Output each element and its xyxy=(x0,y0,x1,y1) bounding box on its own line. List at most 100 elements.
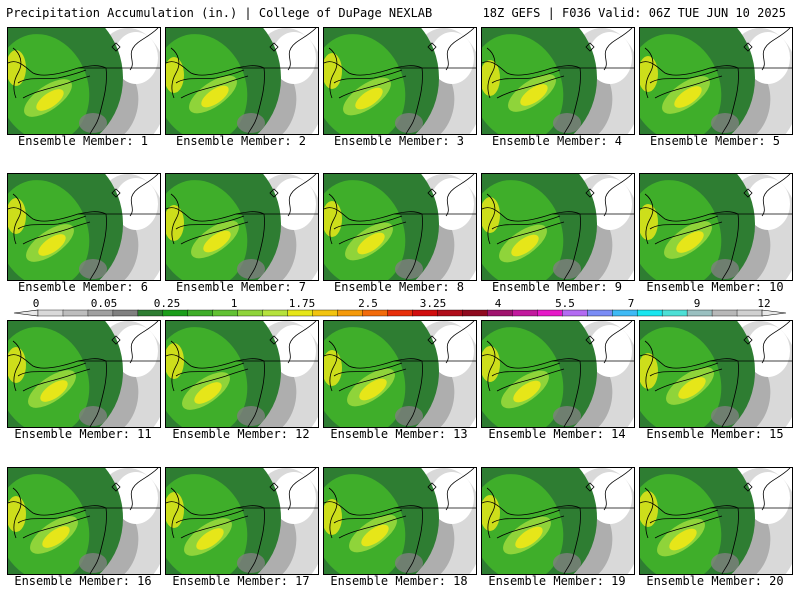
precip-contour xyxy=(678,377,706,399)
boundary-line xyxy=(603,28,633,71)
precip-contour xyxy=(711,406,739,426)
colorbar-tick-label: 7 xyxy=(627,297,635,310)
boundary-line xyxy=(761,321,791,364)
boundary-line xyxy=(405,360,423,427)
precip-contour xyxy=(361,524,389,547)
boundary-line xyxy=(328,487,338,539)
boundary-line xyxy=(324,354,423,369)
boundary-line xyxy=(12,47,22,99)
boundary-line xyxy=(644,487,654,539)
colorbar-swatch xyxy=(37,309,64,317)
colorbar-swatch xyxy=(337,309,364,317)
ensemble-member-map xyxy=(165,467,319,575)
boundary-line xyxy=(482,61,581,76)
colorbar-swatch xyxy=(237,309,264,317)
colorbar-swatch xyxy=(387,309,414,317)
boundary-line xyxy=(22,221,91,245)
boundary-line xyxy=(654,368,723,392)
boundary-line xyxy=(129,28,159,71)
boundary-line xyxy=(721,360,739,427)
boundary-line xyxy=(585,188,595,198)
boundary-line xyxy=(324,61,423,76)
boundary-line xyxy=(563,67,581,134)
precip-contour xyxy=(114,325,158,377)
boundary-line xyxy=(166,207,265,222)
colorbar-swatch xyxy=(412,309,439,317)
precip-contour xyxy=(8,50,26,86)
precip-contour xyxy=(395,553,423,573)
ensemble-member-map xyxy=(165,173,319,281)
model-run-info: 18Z GEFS | F036 Valid: 06Z TUE JUN 10 20… xyxy=(482,6,786,20)
colorbar-swatch xyxy=(262,309,289,317)
ensemble-member-map xyxy=(323,173,477,281)
colorbar-swatch xyxy=(437,309,464,317)
colorbar-swatch xyxy=(62,309,89,317)
precip-contour xyxy=(640,353,658,389)
ensemble-member-label: Ensemble Member: 4 xyxy=(491,134,623,148)
precip-contour xyxy=(395,113,423,133)
colorbar-swatch xyxy=(462,309,489,317)
precip-contour xyxy=(588,178,632,230)
boundary-line xyxy=(8,61,107,76)
boundary-line xyxy=(89,507,107,574)
ensemble-member-label: Ensemble Member: 18 xyxy=(330,574,468,588)
ensemble-member-map xyxy=(323,320,477,428)
boundary-line xyxy=(585,335,595,345)
boundary-line xyxy=(328,47,338,99)
precip-contour xyxy=(36,89,64,111)
boundary-line xyxy=(603,321,633,364)
boundary-line xyxy=(338,221,407,245)
ensemble-member-map xyxy=(481,320,635,428)
precip-contour xyxy=(237,259,265,279)
colorbar-swatch xyxy=(137,309,164,317)
precip-contour xyxy=(324,499,342,535)
precip-contour xyxy=(482,197,500,233)
ensemble-member-label: Ensemble Member: 9 xyxy=(491,280,623,294)
boundary-line xyxy=(640,61,739,76)
boundary-line xyxy=(445,468,475,511)
boundary-line xyxy=(287,468,317,511)
boundary-line xyxy=(743,188,753,198)
colorbar-swatch xyxy=(736,309,763,317)
ensemble-member-map xyxy=(7,467,161,575)
ensemble-member-map xyxy=(323,27,477,135)
ensemble-member-map xyxy=(481,27,635,135)
precip-contour xyxy=(237,553,265,573)
boundary-line xyxy=(338,515,407,539)
boundary-line xyxy=(166,354,265,369)
boundary-line xyxy=(111,188,121,198)
boundary-line xyxy=(324,501,423,516)
precip-contour xyxy=(711,259,739,279)
boundary-line xyxy=(496,221,565,245)
ensemble-member-map xyxy=(7,320,161,428)
precip-contour xyxy=(166,205,184,241)
boundary-line xyxy=(180,515,249,539)
boundary-line xyxy=(649,215,719,230)
precip-contour xyxy=(272,325,316,377)
boundary-line xyxy=(405,213,423,280)
boundary-line xyxy=(338,75,407,99)
ensemble-member-map xyxy=(639,320,793,428)
boundary-line xyxy=(333,215,403,230)
boundary-line xyxy=(654,75,723,99)
ensemble-member-map xyxy=(639,467,793,575)
ensemble-member-map xyxy=(639,27,793,135)
boundary-line xyxy=(17,362,87,377)
boundary-line xyxy=(603,468,633,511)
precip-contour xyxy=(553,553,581,573)
precip-contour xyxy=(711,113,739,133)
boundary-line xyxy=(585,482,595,492)
colorbar-right-arrow xyxy=(761,309,787,317)
boundary-line xyxy=(563,360,581,427)
precip-contour xyxy=(430,32,474,84)
ensemble-member-map xyxy=(323,467,477,575)
precip-contour xyxy=(746,178,790,230)
precip-contour xyxy=(79,553,107,573)
boundary-line xyxy=(333,69,403,84)
boundary-line xyxy=(175,362,245,377)
boundary-line xyxy=(8,207,107,222)
ensemble-member-label: Ensemble Member: 14 xyxy=(488,427,626,441)
boundary-line xyxy=(743,42,753,52)
ensemble-member-label: Ensemble Member: 19 xyxy=(488,574,626,588)
precip-contour xyxy=(114,32,158,84)
